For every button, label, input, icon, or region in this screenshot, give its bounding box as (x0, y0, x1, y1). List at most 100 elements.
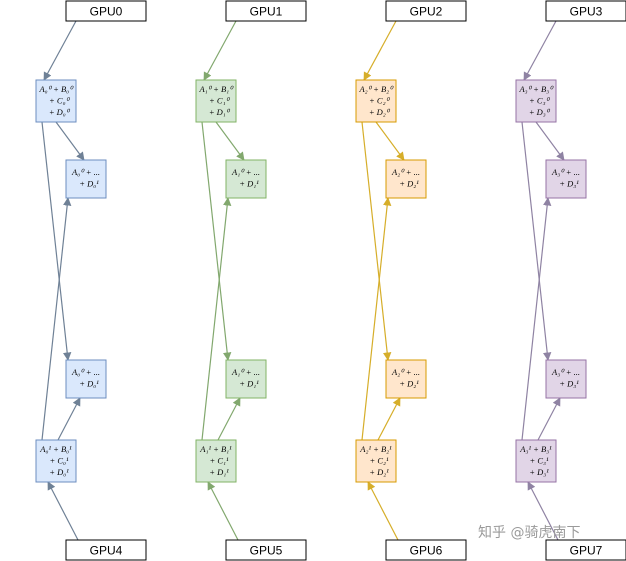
box-top-3-line-2: + D₃⁰ (529, 107, 551, 117)
box-top-1-line-2: + D₁⁰ (209, 107, 231, 117)
gpu-label-top-1: GPU1 (225, 0, 307, 22)
arrow-top-to-midupper-2 (375, 121, 405, 161)
box-top-3-line-1: + C₃⁰ (529, 96, 550, 106)
arrow-top-to-midlower-2 (361, 121, 392, 361)
box-top-3-line-0: A₃⁰ + B₃⁰ (518, 84, 554, 94)
box-bottom-2-line-2: + D₂¹ (369, 467, 389, 477)
arrow-bottom-to-midlower-2 (377, 397, 401, 441)
gpu-labels-layer: GPU0 GPU1 GPU2 GPU3 GPU4 GPU5 GPU6 GPU7 (65, 0, 626, 561)
box-bottom-2-line-0: A₂¹ + B₂¹ (359, 444, 392, 454)
arrow-bottom-to-midupper-3 (521, 197, 552, 441)
gpu-label-top-3-text: GPU3 (570, 5, 603, 19)
box-top-0-line-2: + D₀⁰ (49, 107, 71, 117)
box-bottom-0-line-2: + D₀¹ (49, 467, 69, 477)
gpu-label-bottom-0: GPU4 (65, 539, 147, 561)
box-mid-lower-0-line-0: A₀⁰ + ... (71, 367, 100, 377)
box-mid-upper-1-rect (225, 159, 267, 199)
box-bottom-2-line-1: + C₂¹ (369, 456, 388, 466)
arrow-bottom-to-midupper-0 (41, 197, 72, 441)
box-top-2-line-0: A₂⁰ + B₂⁰ (358, 84, 394, 94)
gpu-label-top-1-text: GPU1 (250, 5, 283, 19)
box-top-0-line-0: A₀⁰ + B₀⁰ (38, 84, 74, 94)
arrow-gpu-to-bottom-0 (47, 481, 79, 541)
box-mid-lower-3: A₃⁰ + ... + D₃¹ (545, 359, 587, 399)
box-bottom-1-line-0: A₁¹ + B₁¹ (199, 444, 232, 454)
gpu-label-bottom-2: GPU6 (385, 539, 467, 561)
box-bottom-2: A₂¹ + B₂¹ + C₂¹+ D₂¹ (355, 439, 397, 483)
box-top-1-line-0: A₁⁰ + B₁⁰ (198, 84, 234, 94)
arrow-top-to-midupper-3 (535, 121, 565, 161)
box-bottom-2-rect (355, 439, 397, 483)
gpu-label-top-0-box (65, 0, 147, 22)
box-bottom-0-line-1: + C₀¹ (49, 456, 68, 466)
box-top-1-line-1: + C₁⁰ (209, 96, 230, 106)
arrow-top-to-midlower-0 (41, 121, 72, 361)
box-mid-upper-1: A₁⁰ + ... + D₁¹ (225, 159, 267, 199)
gpu-label-top-2-box (385, 0, 467, 22)
box-mid-lower-2: A₂⁰ + ... + D₂¹ (385, 359, 427, 399)
box-mid-upper-0-line-1: + D₀¹ (79, 179, 99, 189)
box-top-2-rect (355, 79, 397, 123)
arrow-top-to-midupper-0 (55, 121, 85, 161)
arrow-bottom-to-midupper-1 (201, 197, 232, 441)
box-top-2-line-1: + C₂⁰ (369, 96, 390, 106)
box-mid-upper-1-line-0: A₁⁰ + ... (231, 167, 260, 177)
gpu-label-bottom-3: GPU7 (545, 539, 626, 561)
gpu-label-top-2: GPU2 (385, 0, 467, 22)
box-mid-lower-1-rect (225, 359, 267, 399)
box-bottom-3-line-0: A₃¹ + B₃¹ (519, 444, 552, 454)
box-mid-lower-2-line-0: A₂⁰ + ... (391, 367, 420, 377)
box-mid-upper-3-rect (545, 159, 587, 199)
box-mid-upper-2: A₂⁰ + ... + D₂¹ (385, 159, 427, 199)
box-top-3-rect (515, 79, 557, 123)
box-mid-lower-3-line-1: + D₃¹ (559, 379, 579, 389)
box-mid-lower-0: A₀⁰ + ... + D₀¹ (65, 359, 107, 399)
box-bottom-3-line-2: + D₃¹ (529, 467, 549, 477)
arrow-gpu-to-top-1 (203, 20, 237, 81)
gpu-label-bottom-1-text: GPU5 (250, 544, 283, 558)
box-bottom-0-line-0: A₀¹ + B₀¹ (39, 444, 72, 454)
box-mid-lower-3-line-0: A₃⁰ + ... (551, 367, 580, 377)
arrow-top-to-midlower-3 (521, 121, 552, 361)
box-mid-upper-2-rect (385, 159, 427, 199)
gpu-label-top-0: GPU0 (65, 0, 147, 22)
box-mid-lower-2-rect (385, 359, 427, 399)
box-bottom-1: A₁¹ + B₁¹ + C₁¹+ D₁¹ (195, 439, 237, 483)
box-bottom-3-rect (515, 439, 557, 483)
arrow-gpu-to-bottom-2 (367, 481, 399, 541)
box-mid-upper-2-line-1: + D₂¹ (399, 179, 419, 189)
arrow-bottom-to-midupper-2 (361, 197, 392, 441)
arrow-top-to-midlower-1 (201, 121, 232, 361)
arrow-gpu-to-top-3 (523, 20, 557, 81)
box-mid-upper-0: A₀⁰ + ... + D₀¹ (65, 159, 107, 199)
box-mid-lower-1: A₁⁰ + ... + D₁¹ (225, 359, 267, 399)
box-mid-upper-0-rect (65, 159, 107, 199)
box-bottom-1-line-2: + D₁¹ (209, 467, 229, 477)
gpu-label-top-2-text: GPU2 (410, 5, 443, 19)
box-top-0: A₀⁰ + B₀⁰ + C₀⁰+ D₀⁰ (35, 79, 77, 123)
box-mid-upper-1-line-1: + D₁¹ (239, 179, 259, 189)
gpu-label-bottom-0-text: GPU4 (90, 544, 123, 558)
box-mid-upper-3: A₃⁰ + ... + D₃¹ (545, 159, 587, 199)
box-top-0-line-1: + C₀⁰ (49, 96, 70, 106)
box-top-0-rect (35, 79, 77, 123)
box-bottom-0: A₀¹ + B₀¹ + C₀¹+ D₀¹ (35, 439, 77, 483)
gpu-label-top-1-box (225, 0, 307, 22)
boxes-layer: A₀⁰ + B₀⁰ + C₀⁰+ D₀⁰ A₀⁰ + ... + D₀¹ A₀⁰ + .… (35, 79, 587, 483)
box-bottom-1-line-1: + C₁¹ (209, 456, 228, 466)
box-mid-upper-3-line-0: A₃⁰ + ... (551, 167, 580, 177)
box-mid-upper-3-line-1: + D₃¹ (559, 179, 579, 189)
arrow-bottom-to-midlower-3 (537, 397, 561, 441)
box-mid-upper-0-line-0: A₀⁰ + ... (71, 167, 100, 177)
gpu-label-top-0-text: GPU0 (90, 5, 123, 19)
box-mid-lower-2-line-1: + D₂¹ (399, 379, 419, 389)
gpu-label-bottom-3-text: GPU7 (570, 544, 603, 558)
gpu-label-bottom-1: GPU5 (225, 539, 307, 561)
box-bottom-3-line-1: + C₃¹ (529, 456, 548, 466)
arrows-layer (41, 20, 565, 541)
box-mid-lower-0-rect (65, 359, 107, 399)
box-mid-lower-1-line-0: A₁⁰ + ... (231, 367, 260, 377)
box-top-1: A₁⁰ + B₁⁰ + C₁⁰+ D₁⁰ (195, 79, 237, 123)
arrow-gpu-to-bottom-1 (207, 481, 239, 541)
